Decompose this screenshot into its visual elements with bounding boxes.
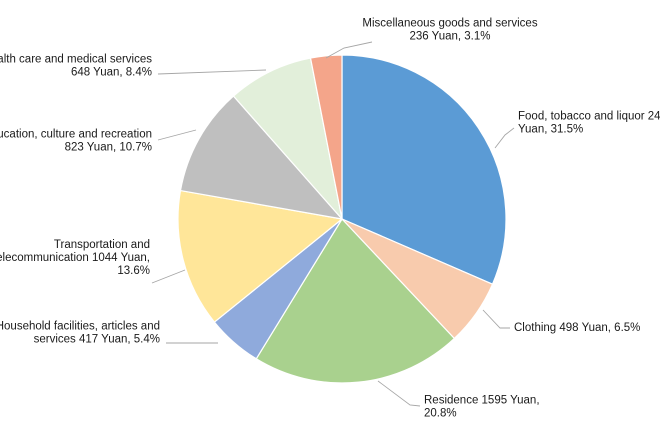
pie-slice-food-tobacco-and-liquor xyxy=(341,54,507,285)
data-label-line: 823 Yuan, 10.7% xyxy=(65,142,152,154)
data-label: Clothing 498 Yuan, 6.5% xyxy=(514,322,640,334)
data-label-line: services 417 Yuan, 5.4% xyxy=(34,334,160,346)
data-label-line: Household facilities, articles and xyxy=(0,321,160,333)
pie-slice-health-care-and-medical-services xyxy=(232,57,344,222)
slice-labels: Food, tobacco and liquor 2420 Yuan, 31.5%… xyxy=(0,18,660,420)
leader-line xyxy=(157,69,267,75)
leader-lines xyxy=(151,41,515,407)
leader-line xyxy=(494,127,515,149)
data-label-line: Miscellaneous goods and services xyxy=(362,18,537,30)
data-label-line: Health care and medical services xyxy=(0,54,152,66)
data-label-line: 13.6% xyxy=(117,265,150,277)
data-label: Household facilities, articles and servic… xyxy=(0,321,160,346)
leader-line xyxy=(377,380,421,407)
leader-line xyxy=(151,269,186,284)
pie-slices xyxy=(177,54,507,384)
data-label-line: 20.8% xyxy=(424,408,457,420)
data-label: Residence 1595 Yuan, 20.8% xyxy=(424,395,540,420)
leader-line xyxy=(325,41,373,59)
data-label: Miscellaneous goods and services 236 Yuan… xyxy=(362,18,537,43)
data-label: Transportation and telecommunication 1044… xyxy=(0,239,150,277)
pie-slice-transportation-and-telecommunication xyxy=(177,189,344,323)
data-label-line: Clothing 498 Yuan, 6.5% xyxy=(514,322,640,334)
leader-line xyxy=(157,129,197,141)
data-label-line: 236 Yuan, 3.1% xyxy=(410,31,491,43)
data-label: Education, culture and recreation 823 Yua… xyxy=(0,129,152,154)
data-label-line: Yuan, 31.5% xyxy=(518,124,583,136)
data-label-line: Food, tobacco and liquor 2420 xyxy=(518,111,660,123)
pie-slice-residence xyxy=(255,218,456,384)
data-label: Food, tobacco and liquor 2420 Yuan, 31.5% xyxy=(518,111,660,136)
leader-line xyxy=(482,309,510,329)
pie-slice-education-culture-and-recreation xyxy=(179,95,344,220)
data-label-line: Transportation and xyxy=(54,239,150,251)
pie-slice-miscellaneous-goods-and-services xyxy=(309,54,343,220)
data-label-line: Education, culture and recreation xyxy=(0,129,152,141)
data-label-line: Residence 1595 Yuan, xyxy=(424,395,540,407)
data-label-line: 648 Yuan, 8.4% xyxy=(71,67,152,79)
data-label-line: telecommunication 1044 Yuan, xyxy=(0,252,150,264)
